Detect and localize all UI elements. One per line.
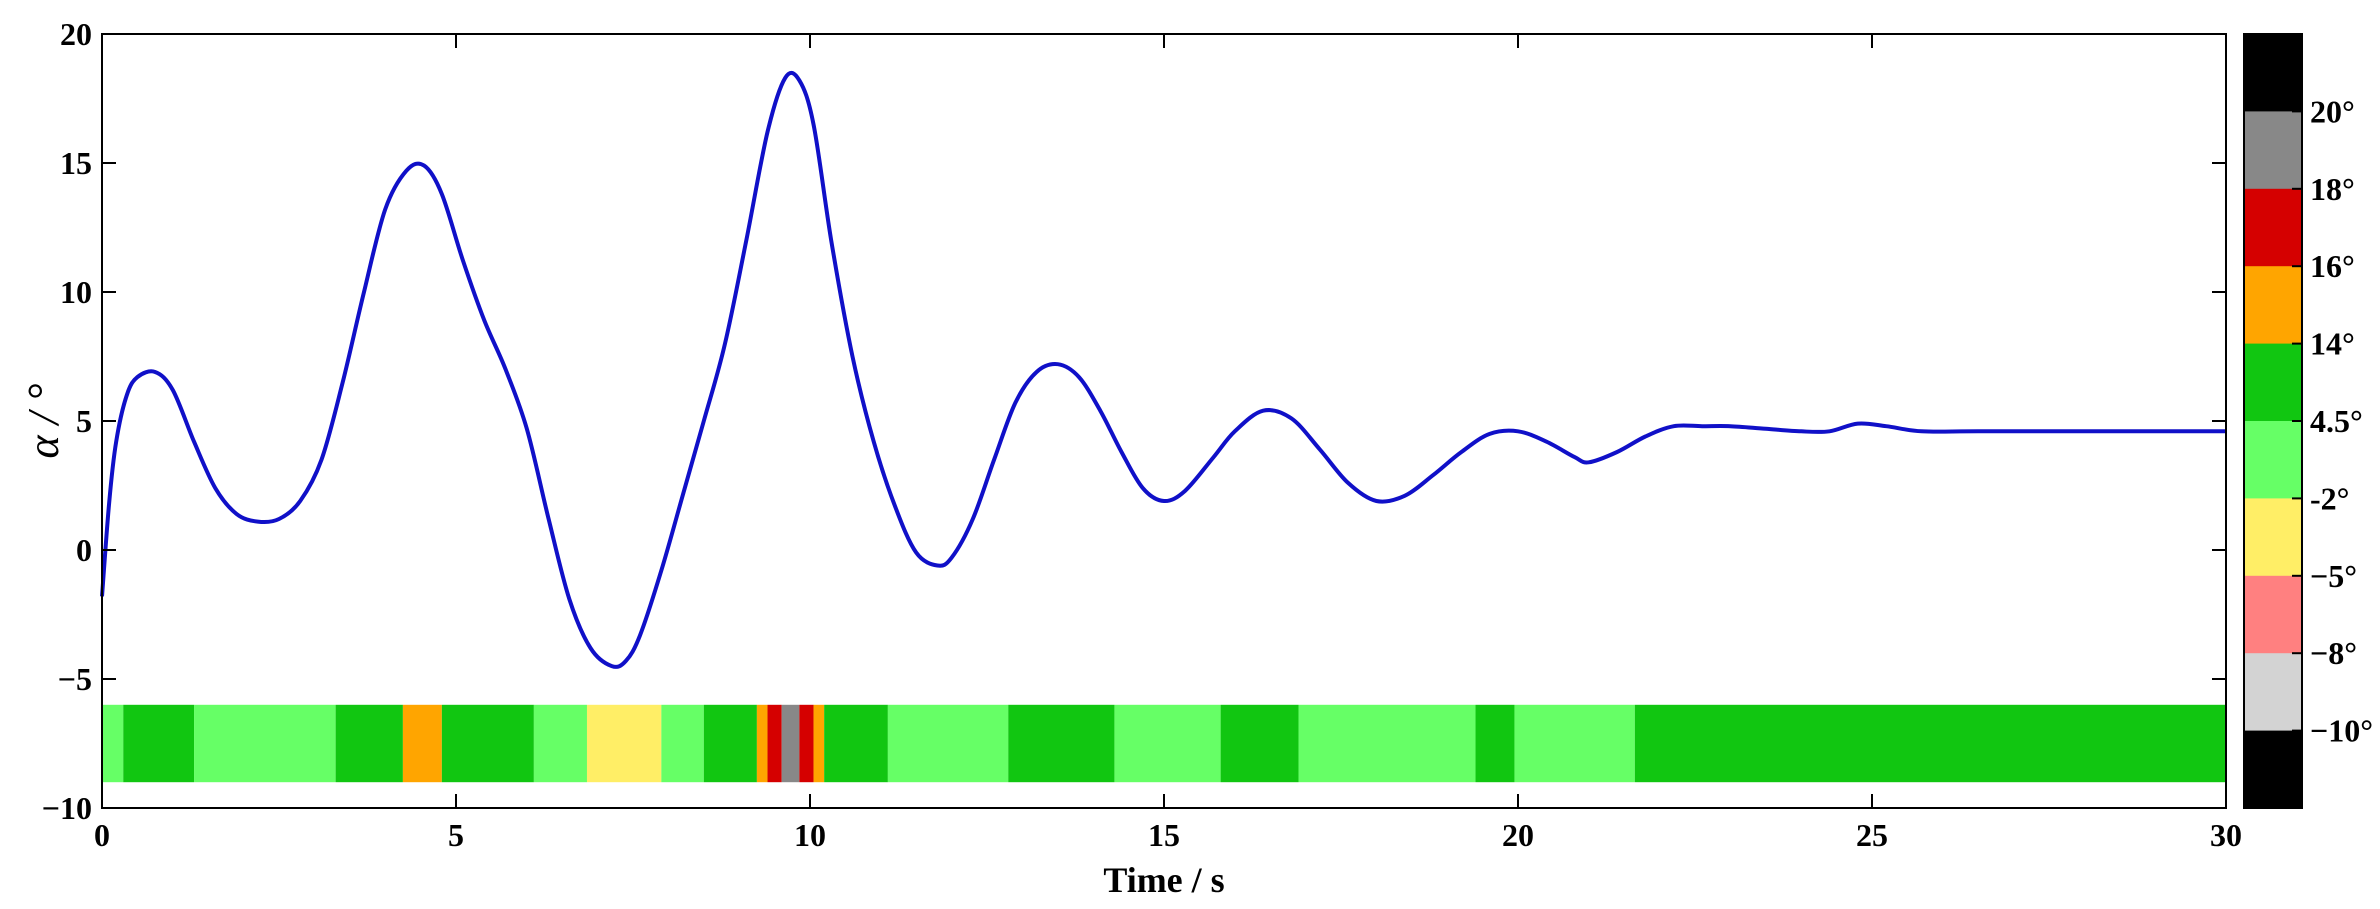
colorbar-label-0: 20° xyxy=(2310,93,2355,129)
x-tick-label: 20 xyxy=(1502,817,1534,853)
colorbar-label-8: −10° xyxy=(2310,713,2373,749)
state-segment-12 xyxy=(781,704,800,783)
plot-lines xyxy=(100,70,2226,669)
y-tick-label: 15 xyxy=(60,145,92,181)
state-segment-5 xyxy=(441,704,534,783)
colorbar-label-7: −8° xyxy=(2310,635,2357,671)
colorbar-swatch-7 xyxy=(2244,575,2302,654)
state-segment-3 xyxy=(335,704,403,783)
state-segment-21 xyxy=(1475,704,1515,783)
state-segment-20 xyxy=(1298,704,1476,783)
state-segment-15 xyxy=(824,704,888,783)
state-segment-14 xyxy=(813,704,825,783)
state-segment-18 xyxy=(1114,704,1221,783)
x-axis-label: Time / s xyxy=(1103,860,1224,900)
state-segment-4 xyxy=(402,704,442,783)
y-tick-label: −10 xyxy=(42,790,92,826)
state-segment-19 xyxy=(1220,704,1299,783)
colorbar-swatch-8 xyxy=(2244,653,2302,732)
x-tick-label: 15 xyxy=(1148,817,1180,853)
state-segment-6 xyxy=(533,704,587,783)
plot-frame xyxy=(101,33,2227,809)
colorbar-label-6: −5° xyxy=(2310,558,2357,594)
colorbar-label-2: 16° xyxy=(2310,248,2355,284)
state-segment-17 xyxy=(1008,704,1115,783)
y-axis-ticks: −10 −5 0 5 10 15 20 xyxy=(42,16,2226,826)
state-segment-16 xyxy=(887,704,1009,783)
y-tick-label: 20 xyxy=(60,16,92,52)
colorbar: 20° 18° 16° 14° 4.5° -2° −5° −8° −10° xyxy=(2243,33,2373,809)
y-tick-label: 10 xyxy=(60,274,92,310)
y-tick-label: −5 xyxy=(58,661,92,697)
y-axis-label: α / ° xyxy=(19,384,68,459)
state-segment-7 xyxy=(586,704,662,783)
colorbar-label-5: -2° xyxy=(2310,480,2349,516)
series-line-0 xyxy=(100,70,2226,669)
colorbar-label-4: 4.5° xyxy=(2310,403,2363,439)
y-tick-label: 5 xyxy=(76,403,92,439)
state-segment-10 xyxy=(756,704,768,783)
state-segment-23 xyxy=(1634,704,2226,783)
colorbar-swatch-6 xyxy=(2244,498,2302,577)
colorbar-label-1: 18° xyxy=(2310,171,2355,207)
colorbar-swatch-2 xyxy=(2244,188,2302,267)
state-segment-13 xyxy=(799,704,814,783)
state-segment-0 xyxy=(102,704,124,783)
state-segment-9 xyxy=(703,704,757,783)
x-tick-label: 0 xyxy=(94,817,110,853)
colorbar-swatch-0 xyxy=(2244,34,2302,112)
colorbar-label-3: 14° xyxy=(2310,326,2355,362)
x-axis-ticks: 0 5 10 15 20 25 30 xyxy=(94,34,2242,853)
x-tick-label: 30 xyxy=(2210,817,2242,853)
colorbar-swatch-1 xyxy=(2244,111,2302,190)
state-segment-2 xyxy=(194,704,336,783)
y-tick-label: 0 xyxy=(76,532,92,568)
colorbar-swatch-5 xyxy=(2244,421,2302,499)
colorbar-swatch-4 xyxy=(2244,343,2302,422)
x-tick-label: 25 xyxy=(1856,817,1888,853)
state-segment-8 xyxy=(661,704,704,783)
state-bar xyxy=(102,704,2226,783)
x-tick-label: 10 xyxy=(794,817,826,853)
colorbar-swatch-3 xyxy=(2244,266,2302,345)
colorbar-swatch-9 xyxy=(2244,730,2302,809)
state-segment-22 xyxy=(1514,704,1635,783)
state-segment-11 xyxy=(767,704,782,783)
state-segment-1 xyxy=(123,704,195,783)
x-tick-label: 5 xyxy=(448,817,464,853)
